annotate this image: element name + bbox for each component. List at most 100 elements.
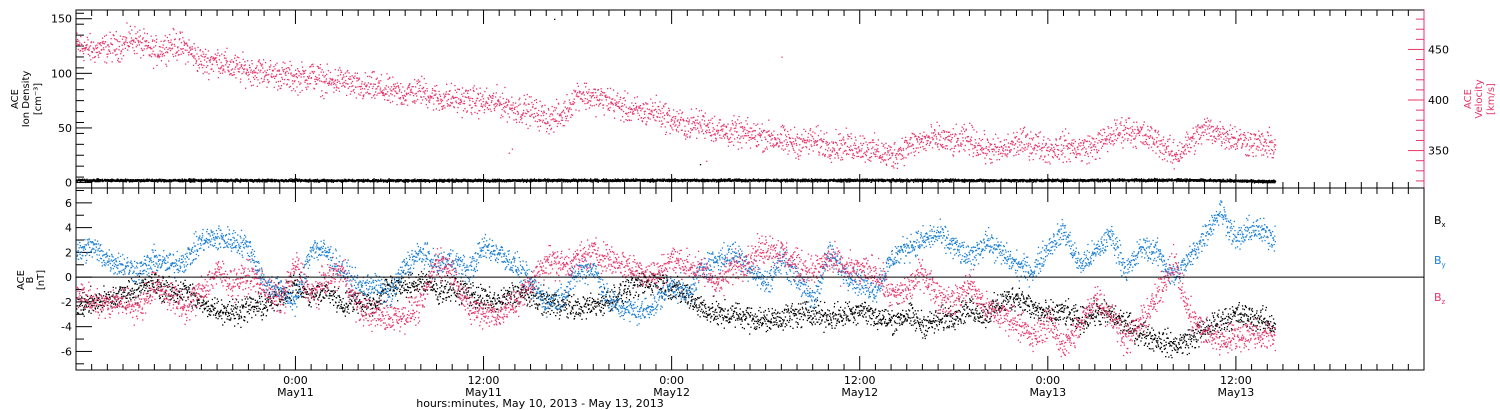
velocity-point xyxy=(891,165,893,167)
density-point xyxy=(129,180,132,183)
velocity-point xyxy=(487,97,489,99)
velocity-point xyxy=(876,149,878,151)
velocity-point xyxy=(392,76,394,78)
velocity-point xyxy=(632,110,634,112)
velocity-point xyxy=(1097,134,1099,136)
velocity-point xyxy=(232,74,234,76)
velocity-point xyxy=(978,138,981,140)
velocity-point xyxy=(200,54,202,57)
velocity-point xyxy=(457,88,459,90)
velocity-point xyxy=(121,38,124,40)
density-point xyxy=(151,178,153,180)
velocity-point xyxy=(1019,144,1021,146)
velocity-point xyxy=(692,127,695,129)
velocity-point xyxy=(1021,131,1024,134)
velocity-point xyxy=(897,162,899,165)
velocity-point xyxy=(790,141,792,144)
velocity-point xyxy=(1138,129,1140,131)
velocity-point xyxy=(1085,148,1087,150)
velocity-point xyxy=(982,152,985,154)
velocity-point xyxy=(560,115,562,117)
velocity-point xyxy=(396,92,398,95)
velocity-point xyxy=(556,125,559,128)
velocity-point xyxy=(600,93,602,95)
velocity-point xyxy=(624,90,626,92)
velocity-point xyxy=(1268,126,1271,129)
velocity-point xyxy=(931,147,934,149)
velocity-point xyxy=(1035,153,1037,155)
velocity-point xyxy=(954,145,956,147)
velocity-point xyxy=(1101,145,1104,147)
velocity-point xyxy=(558,103,560,105)
velocity-point xyxy=(1261,132,1263,135)
velocity-point xyxy=(783,125,785,127)
velocity-point xyxy=(91,50,93,53)
velocity-point xyxy=(942,129,944,132)
density-point xyxy=(215,178,217,180)
velocity-point xyxy=(355,86,357,88)
velocity-point xyxy=(218,67,220,69)
velocity-point-outlier xyxy=(781,56,783,58)
velocity-point xyxy=(583,82,586,84)
density-point xyxy=(267,178,269,181)
velocity-point xyxy=(309,66,311,68)
velocity-point xyxy=(1057,148,1059,151)
velocity-point xyxy=(839,133,841,135)
velocity-point xyxy=(297,68,299,70)
velocity-point xyxy=(167,48,169,51)
velocity-point xyxy=(837,155,839,157)
velocity-point xyxy=(1075,151,1077,153)
velocity-point xyxy=(367,82,370,84)
velocity-point xyxy=(128,46,130,48)
density-point xyxy=(79,179,81,182)
velocity-point xyxy=(747,117,749,119)
velocity-point xyxy=(1053,148,1056,151)
velocity-point xyxy=(263,76,266,78)
density-point xyxy=(163,181,165,183)
velocity-point xyxy=(201,55,203,58)
velocity-point xyxy=(897,154,900,156)
velocity-point xyxy=(527,127,529,130)
velocity-point xyxy=(671,127,673,129)
velocity-point xyxy=(689,131,692,134)
velocity-point xyxy=(387,78,389,80)
velocity-point xyxy=(205,53,207,56)
velocity-point xyxy=(1164,143,1166,145)
velocity-point xyxy=(1223,142,1226,144)
velocity-point xyxy=(87,53,90,56)
velocity-point xyxy=(820,130,822,132)
velocity-point xyxy=(807,136,809,139)
velocity-point xyxy=(1213,140,1216,142)
velocity-point xyxy=(116,48,118,50)
velocity-point xyxy=(1118,132,1120,134)
velocity-point xyxy=(608,109,611,111)
velocity-point xyxy=(564,106,566,108)
velocity-point xyxy=(864,151,866,154)
velocity-point xyxy=(610,101,612,104)
velocity-point xyxy=(951,133,954,135)
velocity-point xyxy=(1202,131,1204,133)
velocity-point xyxy=(564,115,567,118)
velocity-point xyxy=(789,137,791,140)
velocity-point xyxy=(274,68,276,70)
velocity-point xyxy=(157,53,159,56)
velocity-point xyxy=(244,61,246,63)
velocity-point xyxy=(1008,146,1010,148)
velocity-point xyxy=(679,123,681,125)
velocity-point xyxy=(996,146,998,149)
velocity-point xyxy=(138,36,140,38)
velocity-point xyxy=(177,54,180,56)
velocity-point xyxy=(311,71,314,73)
velocity-point xyxy=(999,146,1001,149)
velocity-point xyxy=(1245,145,1247,148)
velocity-point xyxy=(946,131,948,133)
velocity-point xyxy=(976,149,978,151)
velocity-point xyxy=(612,98,614,100)
velocity-point xyxy=(362,95,365,98)
velocity-point xyxy=(237,63,239,65)
velocity-point xyxy=(176,51,178,53)
velocity-point xyxy=(387,86,390,88)
velocity-point xyxy=(917,141,919,143)
velocity-point xyxy=(244,87,247,89)
velocity-point xyxy=(909,139,911,141)
